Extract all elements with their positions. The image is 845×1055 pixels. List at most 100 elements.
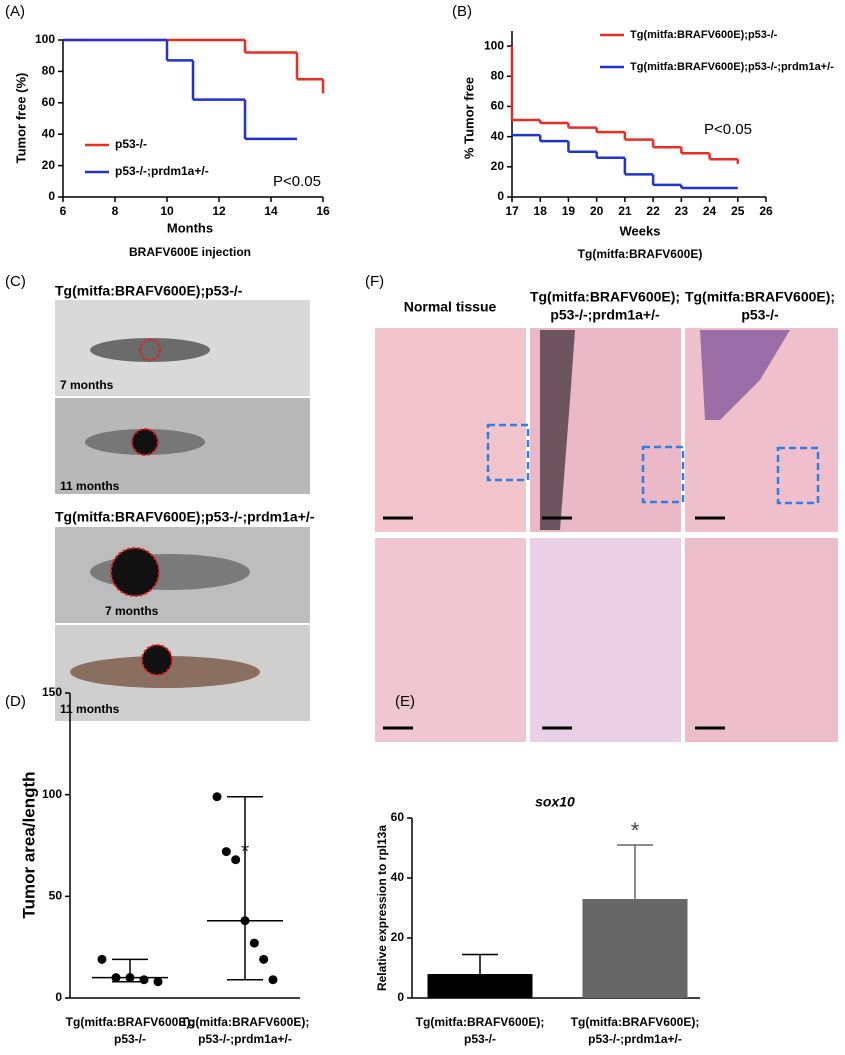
histology-image — [530, 538, 681, 742]
bar — [582, 899, 688, 998]
x-tick-label: 6 — [60, 204, 67, 218]
histology-image — [375, 328, 526, 532]
y-tick-label: 20 — [491, 159, 505, 173]
y-tick-label: 80 — [491, 68, 505, 82]
x-tick-label: Tg(mitfa:BRAFV600E); — [416, 1015, 545, 1029]
photo-caption: 7 months — [60, 378, 114, 392]
y-tick-label: 100 — [484, 38, 504, 52]
bar — [427, 974, 533, 998]
panel-label: (D) — [5, 693, 26, 710]
data-point — [212, 792, 222, 802]
tumor-circle — [139, 339, 161, 361]
panel-label: (E) — [395, 693, 415, 710]
photo-caption: 11 months — [60, 702, 120, 716]
data-point — [111, 973, 121, 983]
scale-bars — [383, 516, 725, 730]
data-point — [259, 954, 269, 964]
column-header: p53-/-;prdm1a+/- — [550, 307, 660, 323]
x-tick-label: p53-/- — [464, 1032, 496, 1046]
group-title: Tg(mitfa:BRAFV600E);p53-/- — [55, 283, 243, 299]
y-tick-label: 60 — [391, 810, 405, 824]
x-tick-label: 19 — [562, 204, 576, 218]
legend-label: Tg(mitfa:BRAFV600E);p53-/- — [630, 29, 778, 41]
column-header: Normal tissue — [404, 299, 497, 315]
y-tick-label: 100 — [35, 32, 55, 46]
y-axis-label: Tumor area/length — [19, 771, 38, 918]
x-tick-label: 10 — [160, 204, 174, 218]
x-tick-label: 18 — [534, 204, 548, 218]
y-tick-label: 20 — [42, 158, 56, 172]
x-tick-label: 25 — [731, 204, 745, 218]
annotation: * — [631, 818, 640, 843]
y-tick-label: 0 — [497, 189, 504, 203]
x-tick-label: 21 — [618, 204, 632, 218]
y-tick-label: 0 — [48, 189, 55, 203]
y-tick-label: 50 — [49, 889, 63, 903]
zoom-box — [486, 423, 530, 482]
column-header: Tg(mitfa:BRAFV600E); — [685, 289, 835, 305]
tumor-circle — [110, 547, 160, 597]
y-tick-label: 40 — [42, 126, 56, 140]
y-tick-label: 40 — [491, 129, 505, 143]
y-tick-label: 60 — [42, 95, 56, 109]
x-tick-label: 17 — [505, 204, 519, 218]
y-tick-label: 100 — [42, 787, 62, 801]
y-tick-label: 80 — [42, 64, 56, 78]
panel-label: (F) — [365, 273, 384, 290]
data-point — [221, 847, 231, 857]
x-tick-label: p53-/-;prdm1a+/- — [198, 1032, 292, 1046]
x-tick-label: 16 — [316, 204, 330, 218]
tumor-tissue — [540, 330, 575, 530]
x-axis-label: Weeks — [620, 223, 661, 238]
subtitle: Tg(mitfa:BRAFV600E) — [578, 247, 703, 261]
group-title: Tg(mitfa:BRAFV600E);p53-/-;prdm1a+/- — [55, 509, 315, 525]
data-point — [268, 975, 278, 985]
data-point — [153, 977, 163, 987]
y-tick-label: 60 — [491, 99, 505, 113]
photo-caption: 11 months — [60, 479, 120, 493]
x-tick-label: p53-/- — [114, 1032, 146, 1046]
x-axis-label: Months — [167, 220, 213, 235]
panel-label: (B) — [452, 3, 472, 20]
data-point — [139, 975, 149, 985]
x-tick-label: 14 — [264, 204, 278, 218]
legend-label: p53-/-;prdm1a+/- — [115, 164, 209, 178]
y-axis-label: % Tumor free — [461, 77, 476, 159]
photo-caption: 7 months — [105, 604, 159, 618]
data-point — [249, 938, 259, 948]
data-point — [125, 973, 135, 983]
x-tick-label: 23 — [675, 204, 689, 218]
x-tick-label: 20 — [590, 204, 604, 218]
histology-image — [685, 538, 838, 742]
y-tick-label: 40 — [391, 870, 405, 884]
column-header: p53-/- — [741, 307, 779, 323]
annotation: P<0.05 — [704, 121, 752, 138]
y-tick-label: 0 — [55, 990, 62, 1004]
legend-label: p53-/- — [115, 137, 147, 151]
annotation: P<0.05 — [273, 173, 321, 190]
zoom-box — [776, 446, 820, 505]
x-tick-label: Tg(mitfa:BRAFV600E); — [66, 1015, 195, 1029]
x-tick-label: p53-/-;prdm1a+/- — [588, 1032, 682, 1046]
data-point — [97, 954, 107, 964]
tumor-circle — [131, 428, 159, 456]
column-header: Tg(mitfa:BRAFV600E); — [530, 289, 680, 305]
y-axis-label: Relative expression to rpl13a — [375, 825, 389, 991]
legend-label: Tg(mitfa:BRAFV600E);p53-/-;prdm1a+/- — [630, 61, 834, 73]
data-point — [231, 855, 241, 865]
fish — [90, 338, 210, 362]
x-tick-label: 26 — [759, 204, 773, 218]
tumor-tissue — [700, 330, 790, 420]
x-tick-label: Tg(mitfa:BRAFV600E); — [571, 1015, 700, 1029]
data-point — [240, 916, 250, 926]
x-tick-label: 22 — [646, 204, 660, 218]
x-tick-label: 8 — [112, 204, 119, 218]
y-tick-label: 150 — [42, 685, 62, 699]
histology-image — [375, 538, 526, 742]
x-tick-label: Tg(mitfa:BRAFV600E); — [181, 1015, 310, 1029]
y-tick-label: 0 — [397, 990, 404, 1004]
x-tick-label: 24 — [703, 204, 717, 218]
x-tick-label: 12 — [212, 204, 226, 218]
chart-title: sox10 — [535, 794, 575, 810]
